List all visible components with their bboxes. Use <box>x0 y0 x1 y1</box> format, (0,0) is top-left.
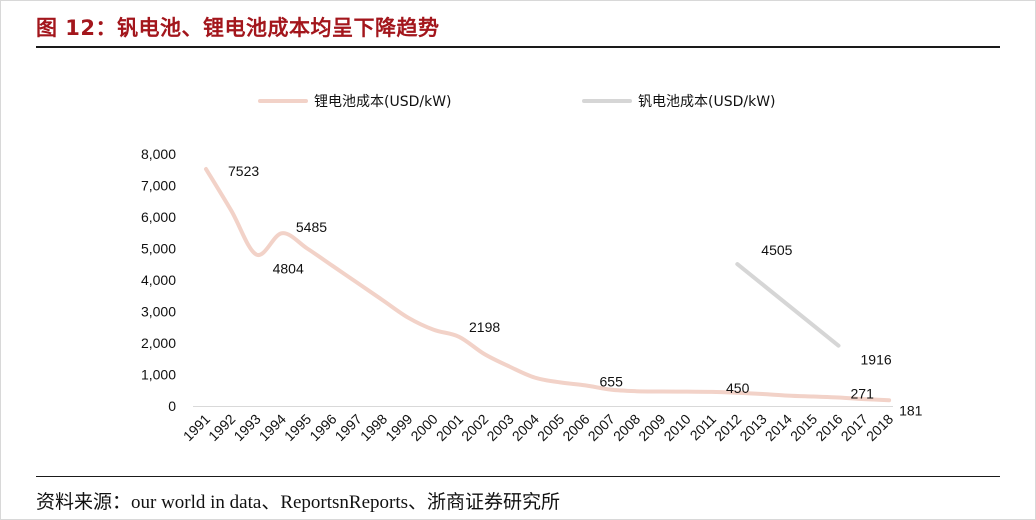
x-tick-label: 2009 <box>635 411 668 444</box>
x-tick-label: 2011 <box>687 411 720 444</box>
x-tick-label: 2013 <box>736 411 769 444</box>
data-label: 1916 <box>861 352 892 368</box>
title-divider <box>36 46 1000 48</box>
x-tick-label: 1996 <box>306 411 339 444</box>
x-tick-label: 2005 <box>534 411 567 444</box>
data-label: 450 <box>726 380 750 396</box>
x-tick-label: 2015 <box>787 411 820 444</box>
data-label: 271 <box>851 385 875 401</box>
legend-label: 钒电池成本(USD/kW) <box>638 94 776 110</box>
x-tick-label: 1993 <box>230 411 263 444</box>
x-tick-label: 1995 <box>281 411 314 444</box>
x-tick-label: 1992 <box>205 411 238 444</box>
vanadium-cost-line <box>735 262 841 348</box>
y-tick-label: 5,000 <box>141 241 176 257</box>
x-tick-label: 1991 <box>180 411 213 444</box>
x-tick-label: 2007 <box>585 411 618 444</box>
chart-legend: 锂电池成本(USD/kW) 钒电池成本(USD/kW) <box>258 94 776 110</box>
x-tick-label: 2000 <box>407 411 440 444</box>
x-tick-label: 2002 <box>458 411 491 444</box>
y-tick-label: 6,000 <box>141 209 176 225</box>
data-label: 181 <box>899 402 923 418</box>
y-tick-label: 0 <box>168 398 176 414</box>
x-tick-label: 2001 <box>433 411 466 444</box>
x-tick-label: 2014 <box>762 411 795 444</box>
source-divider <box>36 476 1000 477</box>
data-labels: 7523 4804 5485 2198 655 450 271 181 4505 1916 <box>228 163 923 418</box>
data-label: 4505 <box>761 242 792 258</box>
x-tick-label: 2017 <box>838 411 871 444</box>
data-label: 7523 <box>228 163 259 179</box>
y-tick-label: 7,000 <box>141 178 176 194</box>
data-label: 4804 <box>273 261 304 277</box>
source-note: 资料来源：our world in data、ReportsnReports、浙… <box>36 492 561 513</box>
y-axis: 0 1,000 2,000 3,000 4,000 5,000 6,000 7,000 8,00… <box>141 146 176 414</box>
x-tick-label: 2018 <box>863 411 896 444</box>
x-tick-label: 1997 <box>332 411 365 444</box>
x-tick-label: 1994 <box>256 411 289 444</box>
x-tick-label: 2012 <box>711 411 744 444</box>
x-tick-label: 2004 <box>509 411 542 444</box>
x-tick-label: 2010 <box>660 411 693 444</box>
data-label: 5485 <box>296 219 327 235</box>
y-tick-label: 1,000 <box>141 367 176 383</box>
x-tick-label: 1999 <box>382 411 415 444</box>
y-tick-label: 8,000 <box>141 146 176 162</box>
y-tick-label: 2,000 <box>141 335 176 351</box>
x-tick-label: 2016 <box>812 411 845 444</box>
data-label: 655 <box>600 373 624 389</box>
y-tick-label: 4,000 <box>141 272 176 288</box>
y-tick-label: 3,000 <box>141 304 176 320</box>
x-tick-label: 2003 <box>483 411 516 444</box>
lithium-cost-line <box>204 167 892 403</box>
data-label: 2198 <box>469 319 500 335</box>
x-tick-label: 2006 <box>559 411 592 444</box>
series-group <box>204 167 892 403</box>
legend-label: 锂电池成本(USD/kW) <box>314 94 452 110</box>
figure-title: 图 12：钒电池、锂电池成本均呈下降趋势 <box>36 16 440 40</box>
x-axis: 1991199219931994199519961997199819992000… <box>180 406 896 444</box>
x-tick-label: 1998 <box>357 411 390 444</box>
x-tick-label: 2008 <box>610 411 643 444</box>
